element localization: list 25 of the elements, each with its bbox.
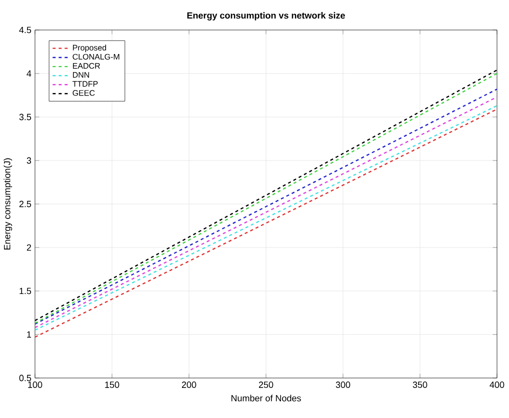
x-tick-label: 400 [490, 382, 504, 388]
x-tick-label: 350 [412, 382, 428, 388]
legend-label: TTDFP [72, 81, 98, 87]
y-axis-title: Energy consumption(J) [4, 158, 12, 250]
y-tick-label: 0.5 [19, 374, 32, 382]
legend-label: DNN [72, 72, 90, 78]
y-tick-label: 3.5 [19, 114, 32, 120]
chart-title: Energy consumption vs network size [187, 12, 345, 20]
x-tick-label: 300 [336, 382, 350, 388]
y-tick-label: 3 [26, 157, 32, 164]
legend-label: CLONALG-M [72, 54, 120, 60]
x-axis-title: Number of Nodes [231, 394, 301, 402]
y-tick-label: 2.5 [19, 200, 32, 208]
y-tick-label: 4 [26, 70, 32, 77]
x-tick-label: 250 [258, 382, 274, 388]
x-tick-label: 150 [105, 382, 120, 388]
legend-label: Proposed [72, 44, 106, 52]
legend-label: EADCR [72, 63, 100, 69]
x-tick-label: 100 [28, 382, 42, 388]
y-tick-label: 4.5 [19, 26, 32, 34]
y-tick-label: 2 [26, 244, 32, 251]
legend-label: GEEC [72, 90, 95, 96]
x-tick-label: 200 [182, 382, 196, 388]
y-tick-label: 1 [27, 331, 32, 338]
y-tick-label: 1.5 [20, 288, 32, 294]
